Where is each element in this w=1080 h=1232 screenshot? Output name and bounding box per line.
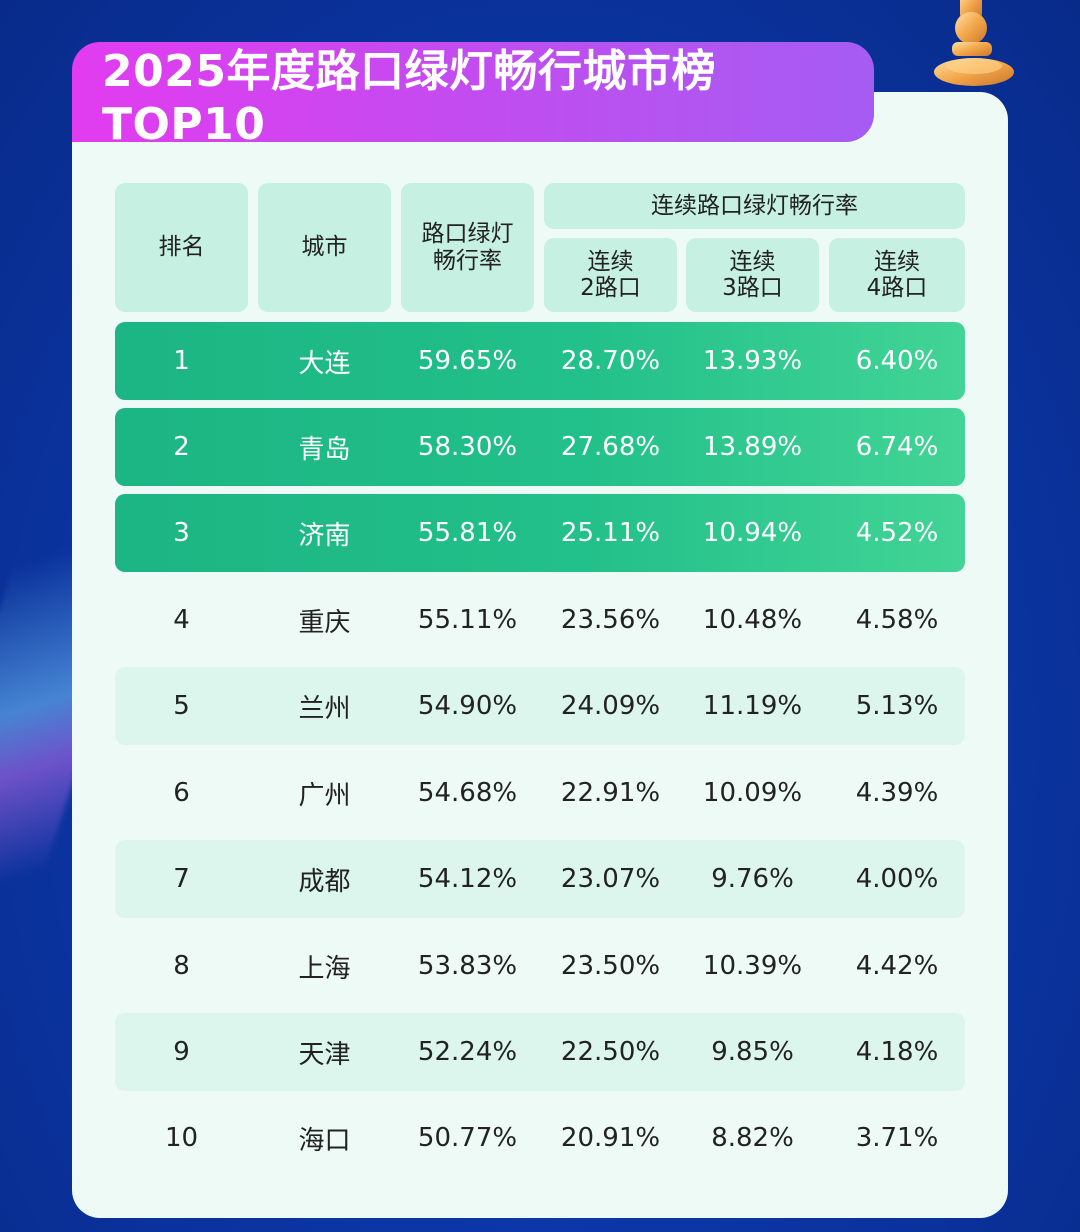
table-row: 8 上海 53.83% 23.50% 10.39% 4.42% [115,927,965,1005]
rank-cell: 9 [173,1037,190,1067]
c2-cell: 24.09% [560,691,661,721]
c3-cell: 8.82% [711,1123,794,1153]
header-c3-label: 连续 3路口 [722,248,783,301]
rate-cell: 58.30% [417,432,518,462]
rate-cell: 55.11% [417,605,518,635]
rate-cell: 54.68% [417,778,518,808]
c3-cell: 10.94% [702,518,803,548]
rate-cell: 55.81% [417,518,518,548]
city-cell: 广州 [298,780,351,811]
c2-cell: 28.70% [560,346,661,376]
header-c4-label: 连续 4路口 [866,248,928,301]
c3-cell: 13.89% [702,432,803,462]
c3-cell: 9.76% [711,864,794,894]
c3-cell: 10.39% [702,951,803,981]
c4-cell: 6.40% [855,346,939,376]
c4-cell: 5.13% [855,691,939,721]
c2-cell: 22.91% [560,778,661,808]
header-consecutive-2: 连续 2路口 [544,238,677,312]
header-rate-label: 路口绿灯 畅行率 [421,221,514,274]
c2-cell: 25.11% [560,518,661,548]
table-row: 3 济南 55.81% 25.11% 10.94% 4.52% [115,494,965,572]
rank-cell: 3 [173,518,190,548]
city-cell: 重庆 [298,607,351,638]
header-city-label: 城市 [301,234,348,261]
rank-cell: 4 [173,605,190,635]
c4-cell: 4.42% [855,951,939,981]
c3-cell: 10.48% [702,605,803,635]
c3-cell: 10.09% [702,778,803,808]
rate-cell: 54.12% [417,864,518,894]
city-cell: 上海 [298,953,351,984]
rate-cell: 52.24% [417,1037,518,1067]
table-row: 4 重庆 55.11% 23.56% 10.48% 4.58% [115,581,965,659]
table-row: 9 天津 52.24% 22.50% 9.85% 4.18% [115,1013,965,1091]
header-group: 连续路口绿灯畅行率 [544,183,965,229]
city-cell: 大连 [298,348,351,379]
header-rank-label: 排名 [158,234,205,261]
rank-cell: 7 [173,864,190,894]
city-cell: 海口 [298,1125,351,1156]
rank-cell: 8 [173,951,190,981]
table-row: 5 兰州 54.90% 24.09% 11.19% 5.13% [115,667,965,745]
c3-cell: 13.93% [702,346,803,376]
rank-cell: 5 [173,691,190,721]
table-row: 1 大连 59.65% 28.70% 13.93% 6.40% [115,322,965,400]
c2-cell: 22.50% [560,1037,661,1067]
rank-cell: 1 [173,346,190,376]
trophy-icon [934,0,1014,86]
city-cell: 兰州 [298,693,351,724]
c2-cell: 23.56% [560,605,661,635]
header-city: 城市 [258,183,391,312]
city-cell: 成都 [298,866,351,897]
rank-cell: 6 [173,778,190,808]
rank-cell: 10 [164,1123,199,1153]
header-consecutive-4: 连续 4路口 [829,238,965,312]
rank-cell: 2 [173,432,190,462]
city-cell: 济南 [298,520,351,551]
rate-cell: 53.83% [417,951,518,981]
header-consecutive-3: 连续 3路口 [686,238,819,312]
header-rate: 路口绿灯 畅行率 [401,183,534,312]
rate-cell: 59.65% [417,346,518,376]
c4-cell: 4.18% [855,1037,939,1067]
title-banner: 2025年度路口绿灯畅行城市榜TOP10 [72,42,874,150]
rate-cell: 50.77% [417,1123,518,1153]
page-title: 2025年度路口绿灯畅行城市榜TOP10 [102,45,716,150]
city-cell: 青岛 [298,434,351,465]
c2-cell: 20.91% [560,1123,661,1153]
table-row: 10 海口 50.77% 20.91% 8.82% 3.71% [115,1099,965,1177]
c4-cell: 6.74% [855,432,939,462]
rate-cell: 54.90% [417,691,518,721]
header-c2-label: 连续 2路口 [580,248,641,301]
c4-cell: 4.39% [855,778,939,808]
city-cell: 天津 [298,1039,351,1070]
c4-cell: 4.52% [855,518,939,548]
c2-cell: 23.50% [560,951,661,981]
header-rank: 排名 [115,183,248,312]
c3-cell: 11.19% [702,691,803,721]
c4-cell: 4.00% [855,864,939,894]
table-row: 6 广州 54.68% 22.91% 10.09% 4.39% [115,754,965,832]
c2-cell: 23.07% [560,864,661,894]
c3-cell: 9.85% [711,1037,794,1067]
table-row: 2 青岛 58.30% 27.68% 13.89% 6.74% [115,408,965,486]
c4-cell: 4.58% [855,605,939,635]
header-group-label: 连续路口绿灯畅行率 [651,192,858,219]
table-row: 7 成都 54.12% 23.07% 9.76% 4.00% [115,840,965,918]
c2-cell: 27.68% [560,432,661,462]
c4-cell: 3.71% [855,1123,939,1153]
